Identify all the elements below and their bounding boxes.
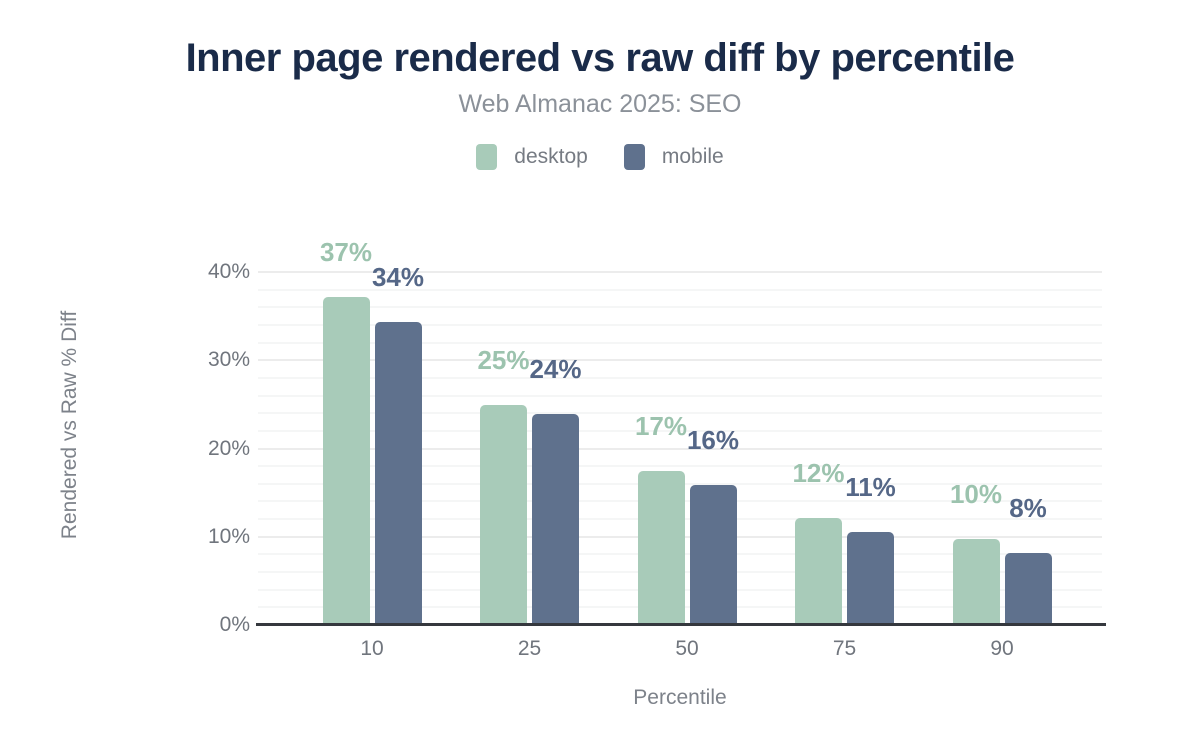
y-axis-title: Rendered vs Raw % Diff [58, 310, 81, 540]
bar-label-mobile-p75: 11% [845, 472, 896, 503]
bar-desktop-p25[interactable] [480, 405, 527, 625]
bar-mobile-p50[interactable] [689, 484, 737, 625]
major-gridline-40pct [258, 271, 1102, 273]
minor-gridline-38pct [258, 288, 1102, 291]
x-tick-25: 25 [517, 637, 542, 660]
minor-gridline-26pct [258, 394, 1102, 397]
minor-gridline-24pct [258, 412, 1102, 415]
bar-label-mobile-p90: 8% [1009, 492, 1047, 523]
bar-mobile-p90[interactable] [1004, 552, 1052, 625]
y-tick-20pct: 20% [207, 436, 250, 460]
minor-gridline-28pct [258, 376, 1102, 379]
chart-title: Inner page rendered vs raw diff by perce… [185, 36, 1015, 80]
bar-mobile-p10[interactable] [374, 322, 422, 625]
bar-desktop-p75[interactable] [795, 518, 842, 625]
y-tick-40pct: 40% [207, 260, 250, 283]
bar-label-desktop-p75: 12% [792, 458, 845, 489]
legend-swatch-desktop [476, 144, 498, 170]
bar-mobile-p75[interactable] [847, 532, 894, 625]
bar-desktop-p10[interactable] [322, 296, 370, 625]
minor-gridline-34pct [258, 323, 1102, 326]
x-axis-line [256, 623, 1106, 626]
legend-item-mobile[interactable]: mobile [623, 144, 724, 170]
x-axis-title: Percentile [633, 686, 727, 709]
legend-label-mobile: mobile [661, 145, 724, 168]
major-gridline-20pct [258, 447, 1102, 450]
x-tick-75: 75 [832, 637, 857, 660]
x-tick-50: 50 [675, 637, 699, 660]
bar-desktop-p90[interactable] [952, 538, 1000, 625]
y-tick-30pct: 30% [207, 348, 250, 372]
bar-label-mobile-p10: 34% [371, 262, 425, 293]
minor-gridline-18pct [258, 465, 1102, 468]
bar-label-desktop-p10: 37% [319, 236, 373, 267]
chart-subtitle: Web Almanac 2025: SEO [458, 90, 742, 118]
legend-swatch-mobile [623, 144, 645, 170]
bar-label-mobile-p25: 24% [529, 354, 582, 385]
minor-gridline-32pct [258, 341, 1102, 344]
bar-label-desktop-p25: 25% [477, 345, 530, 376]
bar-label-desktop-p90: 10% [949, 478, 1003, 509]
y-tick-10pct: 10% [207, 524, 250, 548]
legend: desktop mobile [0, 142, 1200, 172]
bar-desktop-p50[interactable] [637, 471, 685, 625]
minor-gridline-36pct [258, 306, 1102, 309]
bar-label-mobile-p50: 16% [686, 424, 740, 455]
minor-gridline-22pct [258, 429, 1102, 432]
x-tick-10: 10 [360, 637, 384, 660]
major-gridline-30pct [258, 359, 1102, 362]
bar-label-desktop-p50: 17% [634, 411, 688, 442]
legend-item-desktop[interactable]: desktop [476, 144, 588, 170]
plot-area: 37% 34% 25% 24% 17% 16% 12% 11% 10% 8% [258, 239, 1102, 625]
y-tick-0pct: 0% [219, 613, 250, 636]
x-tick-90: 90 [990, 637, 1014, 660]
legend-label-desktop: desktop [514, 145, 588, 168]
bar-mobile-p25[interactable] [532, 414, 579, 625]
